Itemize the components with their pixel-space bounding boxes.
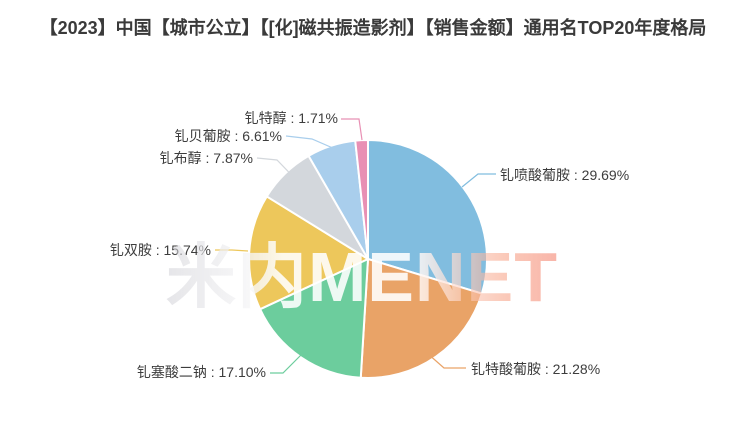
- pie-slice-0[interactable]: [367, 139, 488, 295]
- pie-slice-2[interactable]: [259, 258, 369, 379]
- leader-line-6: [341, 118, 363, 141]
- pie-slice-1[interactable]: [359, 258, 483, 379]
- leader-line-3: [215, 249, 249, 252]
- leader-line-4: [256, 157, 309, 193]
- leader-line-5: [285, 135, 343, 153]
- leader-line-0: [461, 173, 496, 188]
- pie-slice-3[interactable]: [248, 195, 369, 311]
- pie-slice-6[interactable]: [354, 139, 369, 260]
- leader-line-1: [426, 352, 466, 369]
- chart-title: 【2023】中国【城市公立】【[化]磁共振造影剂】【销售金额】通用名TOP20年…: [39, 18, 707, 38]
- leader-line-2: [270, 353, 303, 374]
